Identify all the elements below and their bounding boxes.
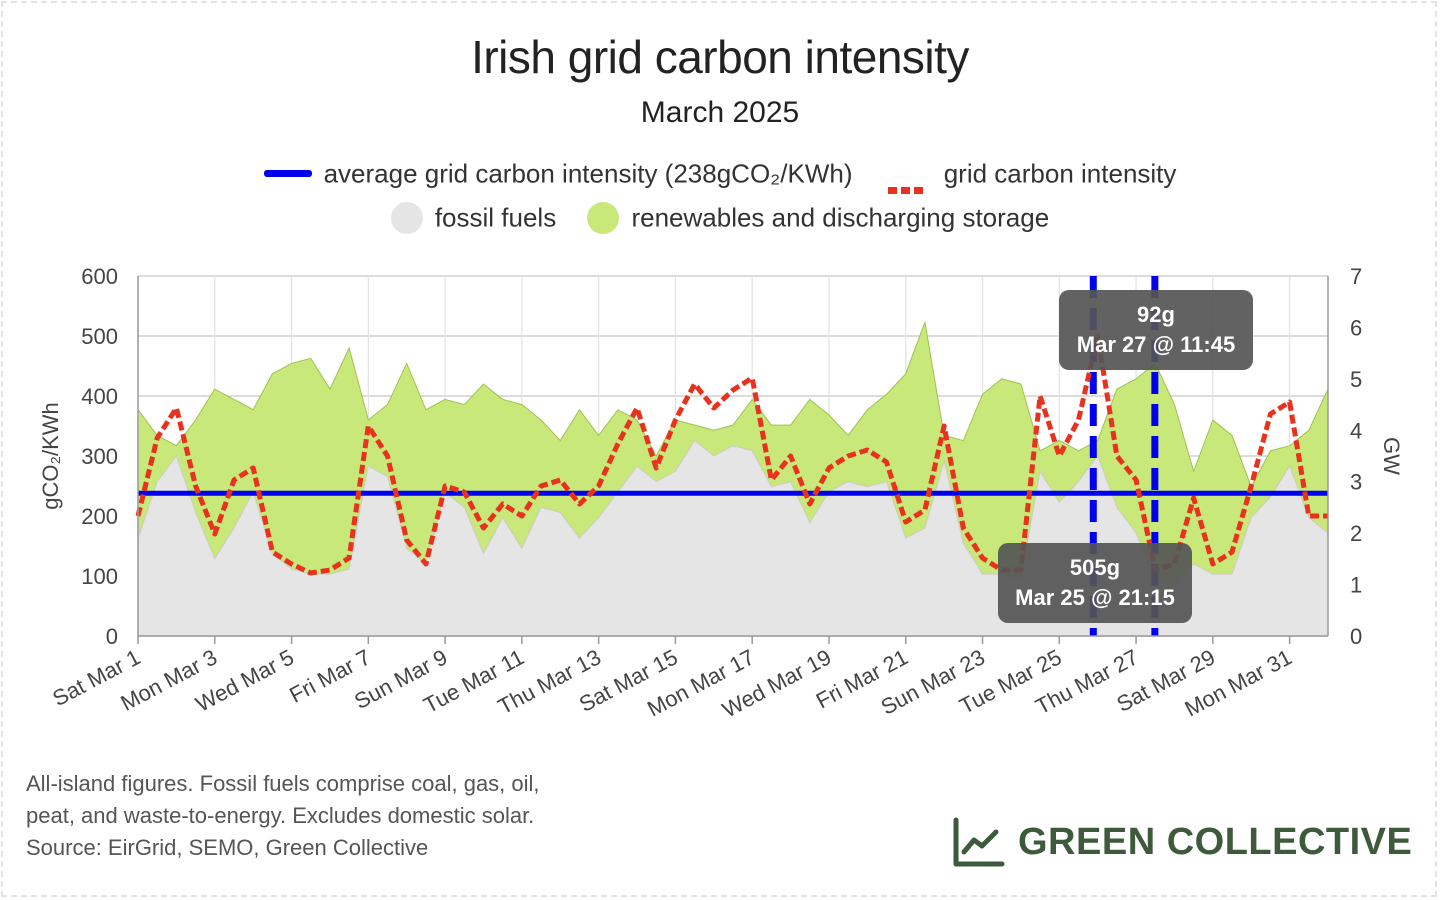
tooltip-value: 92g xyxy=(1137,302,1175,327)
legend-label-renewables: renewables and discharging storage xyxy=(631,202,1050,233)
legend-item-intensity[interactable]: grid carbon intensity xyxy=(884,157,1177,195)
y-tick-label: 400 xyxy=(81,384,118,409)
tooltip: 92g Mar 27 @ 11:45 xyxy=(1059,290,1253,370)
brand-name: GREEN COLLECTIVE xyxy=(1018,820,1413,863)
y2-tick-label: 3 xyxy=(1350,470,1362,495)
legend-row-lines: average grid carbon intensity (238gCO₂/K… xyxy=(0,156,1440,195)
y2-axis-title: GW xyxy=(1379,437,1404,475)
y2-tick-label: 0 xyxy=(1350,624,1362,649)
legend-swatch-renewables xyxy=(587,201,620,234)
y2-tick-label: 7 xyxy=(1350,264,1362,289)
tooltip-box xyxy=(998,543,1192,623)
legend-label-average: average grid carbon intensity (238gCO₂/K… xyxy=(323,158,853,189)
line-chart-icon xyxy=(953,817,1005,867)
legend-item-fossil[interactable]: fossil fuels xyxy=(390,201,557,234)
tooltip-value: 505g xyxy=(1070,555,1120,580)
tooltip-time: Mar 25 @ 21:15 xyxy=(1015,585,1175,610)
tooltip-time: Mar 27 @ 11:45 xyxy=(1077,332,1235,357)
y2-tick-label: 5 xyxy=(1350,367,1362,392)
y2-tick-label: 1 xyxy=(1350,573,1362,598)
tooltip-box xyxy=(1059,290,1253,370)
brand-logo: GREEN COLLECTIVE xyxy=(950,812,1412,872)
y-tick-label: 0 xyxy=(106,624,118,649)
legend-item-renewables[interactable]: renewables and discharging storage xyxy=(587,201,1049,234)
footnote: All-island figures. Fossil fuels compris… xyxy=(26,768,666,864)
footnote-line: peat, and waste-to-energy. Excludes dome… xyxy=(26,803,535,828)
footnote-line: All-island figures. Fossil fuels compris… xyxy=(26,771,540,796)
y-tick-label: 600 xyxy=(81,264,118,289)
grid-intensity-line xyxy=(135,333,1328,576)
legend-swatch-fossil xyxy=(390,201,423,234)
legend-row-areas: fossil fuels renewables and discharging … xyxy=(0,200,1440,234)
chart-title: Irish grid carbon intensity xyxy=(471,31,969,83)
legend-label-fossil: fossil fuels xyxy=(434,202,557,233)
y2-tick-label: 2 xyxy=(1350,521,1362,546)
legend-swatch-average xyxy=(263,170,312,178)
y2-tick-label: 4 xyxy=(1350,418,1362,443)
tooltip: 505g Mar 25 @ 21:15 xyxy=(998,543,1192,623)
legend-label-intensity: grid carbon intensity xyxy=(943,158,1177,189)
footnote-line: Source: EirGrid, SEMO, Green Collective xyxy=(26,835,429,860)
y-tick-label: 500 xyxy=(81,324,118,349)
legend-swatch-intensity xyxy=(884,170,932,195)
y-tick-label: 300 xyxy=(81,444,118,469)
chart-subtitle: March 2025 xyxy=(640,96,800,129)
y2-tick-label: 6 xyxy=(1350,315,1362,340)
legend-item-average[interactable]: average grid carbon intensity (238gCO₂/K… xyxy=(263,157,853,190)
y-tick-label: 100 xyxy=(81,564,118,589)
y-tick-label: 200 xyxy=(81,504,118,529)
y-axis-title: gCO₂/KWh xyxy=(38,402,63,510)
